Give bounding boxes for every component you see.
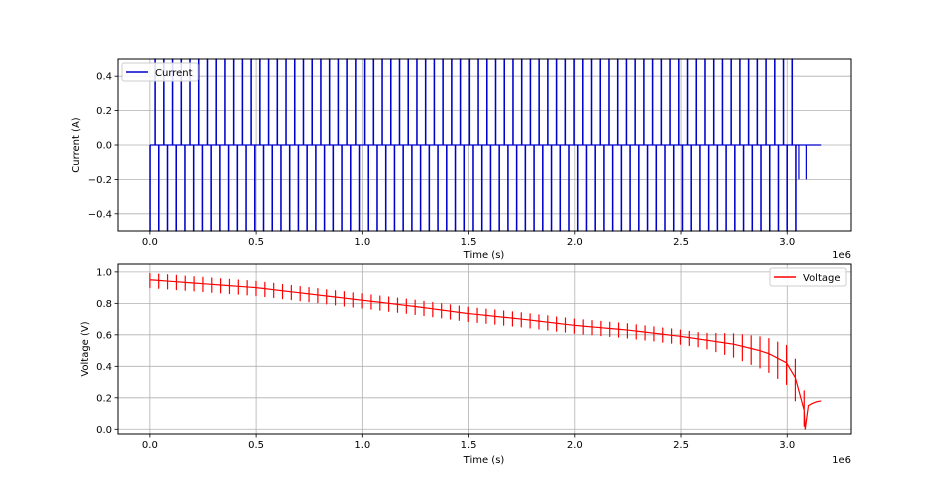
voltage-legend: Voltage	[769, 267, 847, 287]
voltage-y-ticks: 0.0 0.2 0.4 0.6 0.8 1.0	[96, 267, 118, 436]
voltage-x-tick-label: 0.5	[248, 440, 264, 451]
voltage-y-tick-label: 0.4	[96, 362, 112, 373]
current-legend: Current	[121, 62, 199, 82]
current-y-axis-label: Current (A)	[71, 117, 82, 172]
current-x-tick-label: 2.0	[567, 237, 583, 248]
current-y-tick-label: 0.2	[96, 106, 112, 117]
voltage-y-tick-label: 0.0	[96, 425, 112, 436]
voltage-plot-frame	[117, 263, 852, 435]
current-x-tick-label: 0.5	[248, 237, 264, 248]
voltage-grid	[118, 264, 851, 434]
current-legend-box	[121, 62, 199, 82]
current-x-offset-label: 1e6	[832, 250, 851, 261]
voltage-x-axis-label: Time (s)	[463, 455, 505, 466]
voltage-series-line	[149, 272, 822, 430]
voltage-x-tick-label: 2.5	[673, 440, 689, 451]
voltage-y-axis-label: Voltage (V)	[80, 321, 91, 376]
current-x-tick-label: 0.0	[142, 237, 158, 248]
voltage-y-tick-label: 0.6	[96, 330, 112, 341]
current-y-tick-label: 0.0	[96, 141, 112, 152]
voltage-x-tick-label: 0.0	[142, 440, 158, 451]
voltage-x-tick-label: 1.0	[354, 440, 370, 451]
current-x-tick-label: 3.0	[779, 237, 795, 248]
voltage-y-tick-label: 0.8	[96, 299, 112, 310]
current-y-tick-label: 0.4	[96, 72, 112, 83]
current-x-ticks: 0.0 0.5 1.0 1.5 2.0 2.5 3.0	[142, 231, 795, 248]
current-subplot: 0.0 0.5 1.0 1.5 2.0 2.5 3.0 −0.4−0.20.00.20.4 …	[71, 58, 852, 261]
voltage-x-tick-label: 2.0	[567, 440, 583, 451]
voltage-x-ticks: 0.0 0.5 1.0 1.5 2.0 2.5 3.0	[142, 434, 795, 451]
current-x-tick-label: 2.5	[673, 237, 689, 248]
current-y-tick-label: −0.4	[88, 209, 112, 220]
voltage-x-tick-label: 3.0	[779, 440, 795, 451]
voltage-subplot: 0.0 0.5 1.0 1.5 2.0 2.5 3.0 0.0 0.2 0.4 0.6 0.8 1.0…	[80, 263, 852, 466]
voltage-y-tick-label: 1.0	[96, 267, 112, 278]
current-legend-label: Current	[155, 68, 193, 79]
current-x-tick-label: 1.5	[461, 237, 477, 248]
voltage-x-offset-label: 1e6	[832, 455, 851, 466]
current-x-axis-label: Time (s)	[463, 250, 505, 261]
voltage-legend-box	[769, 267, 847, 287]
current-y-ticks: −0.4 −0.2 0.0 0.2 0.4	[88, 72, 118, 220]
voltage-legend-label: Voltage	[803, 273, 841, 284]
voltage-series-path	[149, 272, 822, 430]
current-x-tick-label: 1.0	[354, 237, 370, 248]
current-y-tick-label: −0.2	[88, 175, 112, 186]
voltage-x-tick-label: 1.5	[461, 440, 477, 451]
voltage-y-tick-label: 0.2	[96, 393, 112, 404]
